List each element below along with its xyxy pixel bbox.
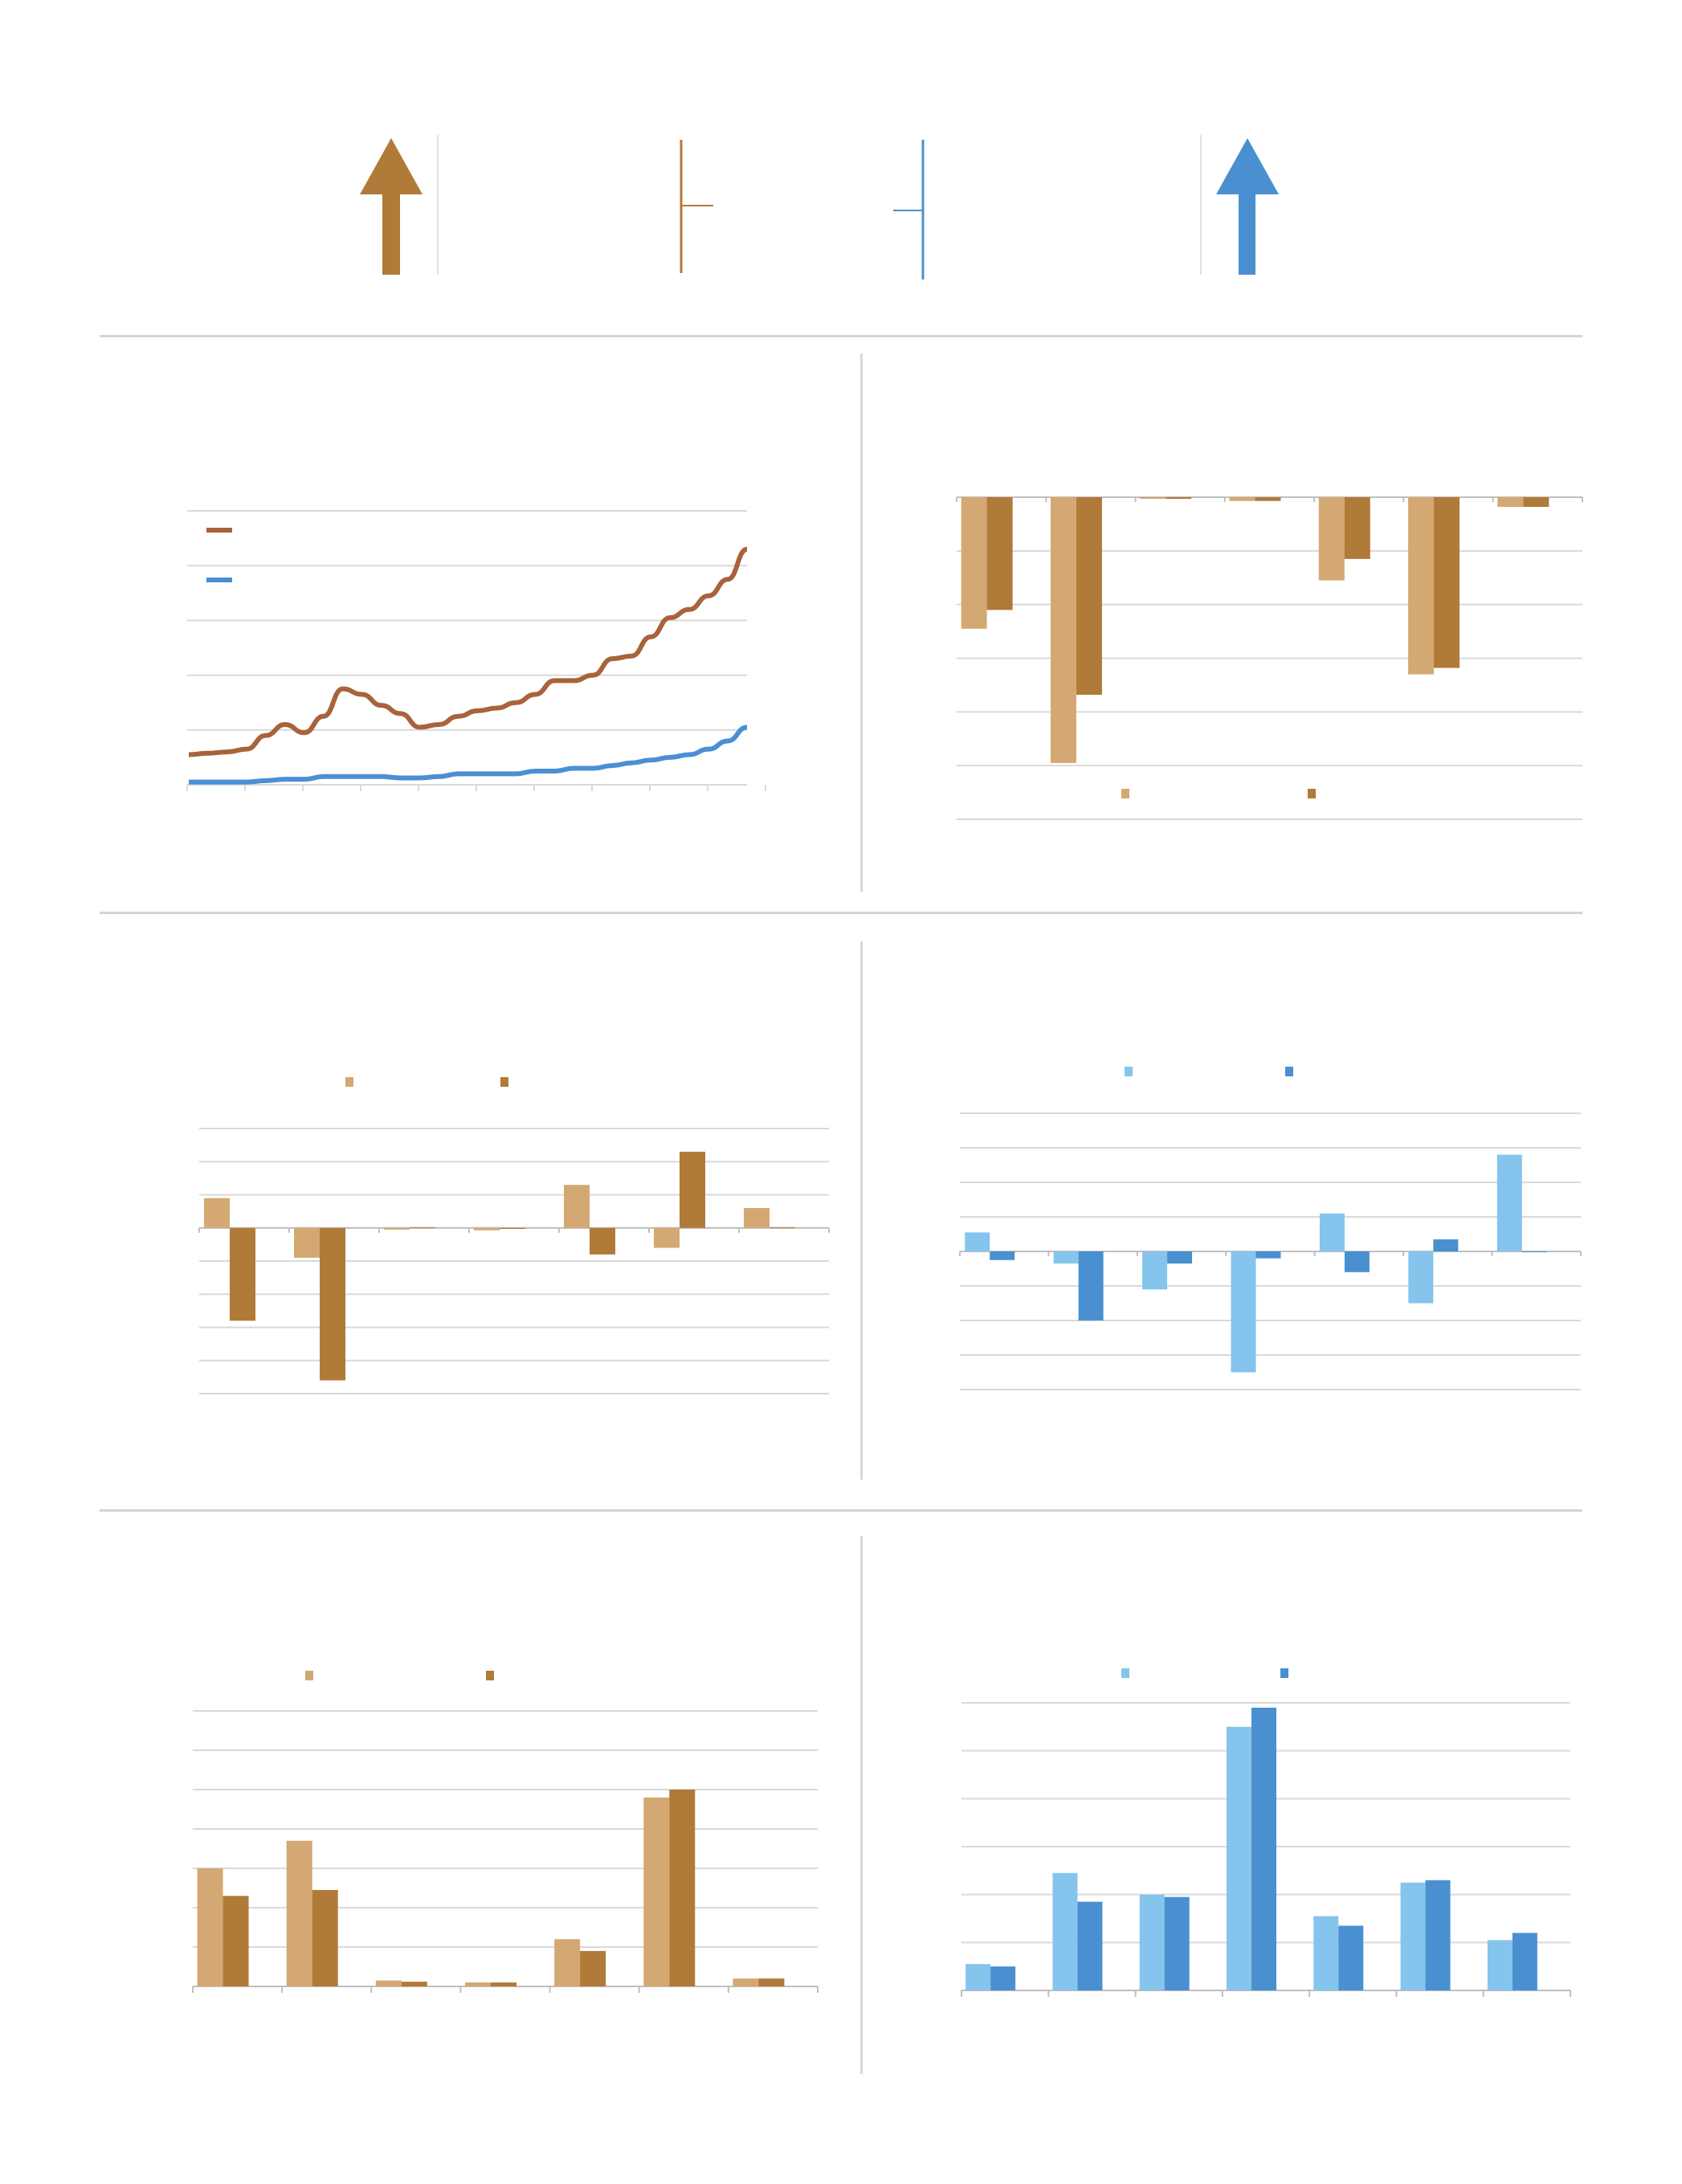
bar-series-1 [1142, 1251, 1168, 1290]
section-separator [100, 335, 1582, 337]
bar-series-1 [1140, 497, 1166, 500]
bar-series-2 [770, 1227, 795, 1228]
column-separator [860, 941, 863, 1480]
legend-swatch-1 [345, 1077, 353, 1087]
bar-series-1 [384, 1227, 410, 1230]
bar-series-2 [1166, 497, 1192, 500]
bar-series-1 [294, 1227, 320, 1258]
bar-series-1 [733, 1978, 759, 1986]
bar-series-1 [1408, 1251, 1434, 1304]
bar-series-2 [312, 1889, 338, 1986]
bar-series-2 [990, 1251, 1015, 1260]
bar-series-2 [491, 1982, 516, 1986]
legend-swatch-2 [486, 1671, 494, 1680]
legend-swatch-1 [305, 1671, 313, 1680]
bar-series-1 [1313, 1916, 1339, 1990]
bar-series-2 [1077, 1901, 1103, 1990]
bar-series-2 [1251, 1707, 1276, 1990]
bar-series-2 [669, 1790, 696, 1986]
bar-series-2 [680, 1151, 705, 1228]
bar-series-2 [222, 1896, 249, 1986]
bar-series-1 [1229, 497, 1255, 501]
bar-series-1 [554, 1939, 581, 1986]
bar-series-1 [375, 1980, 402, 1986]
bar-series-2 [1512, 1933, 1537, 1990]
bar-series-2 [320, 1227, 345, 1381]
bar-series-1 [1496, 1154, 1522, 1251]
bar-series-2 [1523, 497, 1549, 508]
legend-swatch-2 [500, 1077, 508, 1087]
bar-series-1 [197, 1868, 223, 1986]
section-separator [100, 1509, 1582, 1512]
bar-series-2 [1344, 497, 1370, 559]
bar-series-1 [1052, 1872, 1078, 1990]
bar-series-2 [1078, 1251, 1104, 1321]
bar-series-2 [990, 1966, 1016, 1990]
up-arrow-icon-brown [360, 138, 423, 275]
bar-series-2 [986, 497, 1013, 610]
bar-series-1 [204, 1198, 230, 1228]
bar-series-1 [564, 1185, 590, 1228]
bar-series-2 [1425, 1880, 1451, 1990]
bar-series-1 [465, 1982, 491, 1986]
bar-series-1 [286, 1840, 312, 1986]
gauge-blue [893, 140, 925, 280]
up-arrow-icon-blue [1216, 138, 1279, 275]
bar-series-2 [1338, 1925, 1364, 1990]
bar-series-1 [1400, 1882, 1426, 1990]
bar-series-2 [401, 1982, 427, 1986]
legend-swatch-2 [1280, 1668, 1288, 1678]
bar-series-1 [961, 497, 987, 629]
bar-series-2 [1434, 497, 1460, 668]
legend-swatch-1 [1121, 1668, 1129, 1678]
bar-series-2 [1344, 1251, 1370, 1272]
bar-series-1 [965, 1232, 990, 1251]
column-separator [860, 353, 863, 892]
series-line-blue [189, 725, 748, 785]
bar-series-1 [643, 1797, 670, 1986]
bar-series-1 [474, 1227, 500, 1231]
bar-series-1 [1139, 1894, 1165, 1990]
bar-series-2 [1167, 1251, 1193, 1264]
bar-series-1 [654, 1227, 680, 1248]
bar-series-1 [1231, 1251, 1256, 1373]
bar-series-1 [1497, 497, 1524, 508]
legend-swatch-2 [1308, 789, 1316, 798]
bar-series-2 [1255, 497, 1281, 501]
bar-series-1 [1487, 1940, 1513, 1990]
bar-series-1 [744, 1208, 770, 1228]
bar-series-2 [1521, 1251, 1547, 1252]
legend-swatch-1 [1125, 1067, 1133, 1076]
bar-series-2 [580, 1950, 606, 1986]
bar-series-2 [1255, 1251, 1281, 1259]
bar-series-2 [758, 1978, 785, 1986]
bar-series-2 [1433, 1239, 1459, 1251]
bar-series-1 [1050, 497, 1076, 763]
bar-series-2 [500, 1227, 525, 1229]
bar-series-1 [1227, 1726, 1251, 1990]
legend-swatch-1 [1121, 789, 1129, 798]
bar-series-1 [1053, 1251, 1079, 1264]
series-line-brown [188, 546, 749, 757]
column-separator [860, 1536, 863, 2074]
bar-series-1 [966, 1964, 991, 1990]
bar-series-1 [1408, 497, 1435, 675]
bar-series-1 [1318, 497, 1345, 581]
bar-series-2 [1076, 497, 1102, 695]
section-separator [100, 912, 1582, 914]
legend-swatch-2 [1285, 1067, 1293, 1076]
bar-series-2 [410, 1227, 435, 1228]
gauge-brown [680, 140, 713, 273]
bar-series-2 [1164, 1896, 1190, 1990]
bar-series-2 [230, 1227, 255, 1321]
bar-series-2 [590, 1227, 615, 1255]
bar-series-1 [1319, 1213, 1345, 1251]
header-icons [360, 135, 1279, 280]
